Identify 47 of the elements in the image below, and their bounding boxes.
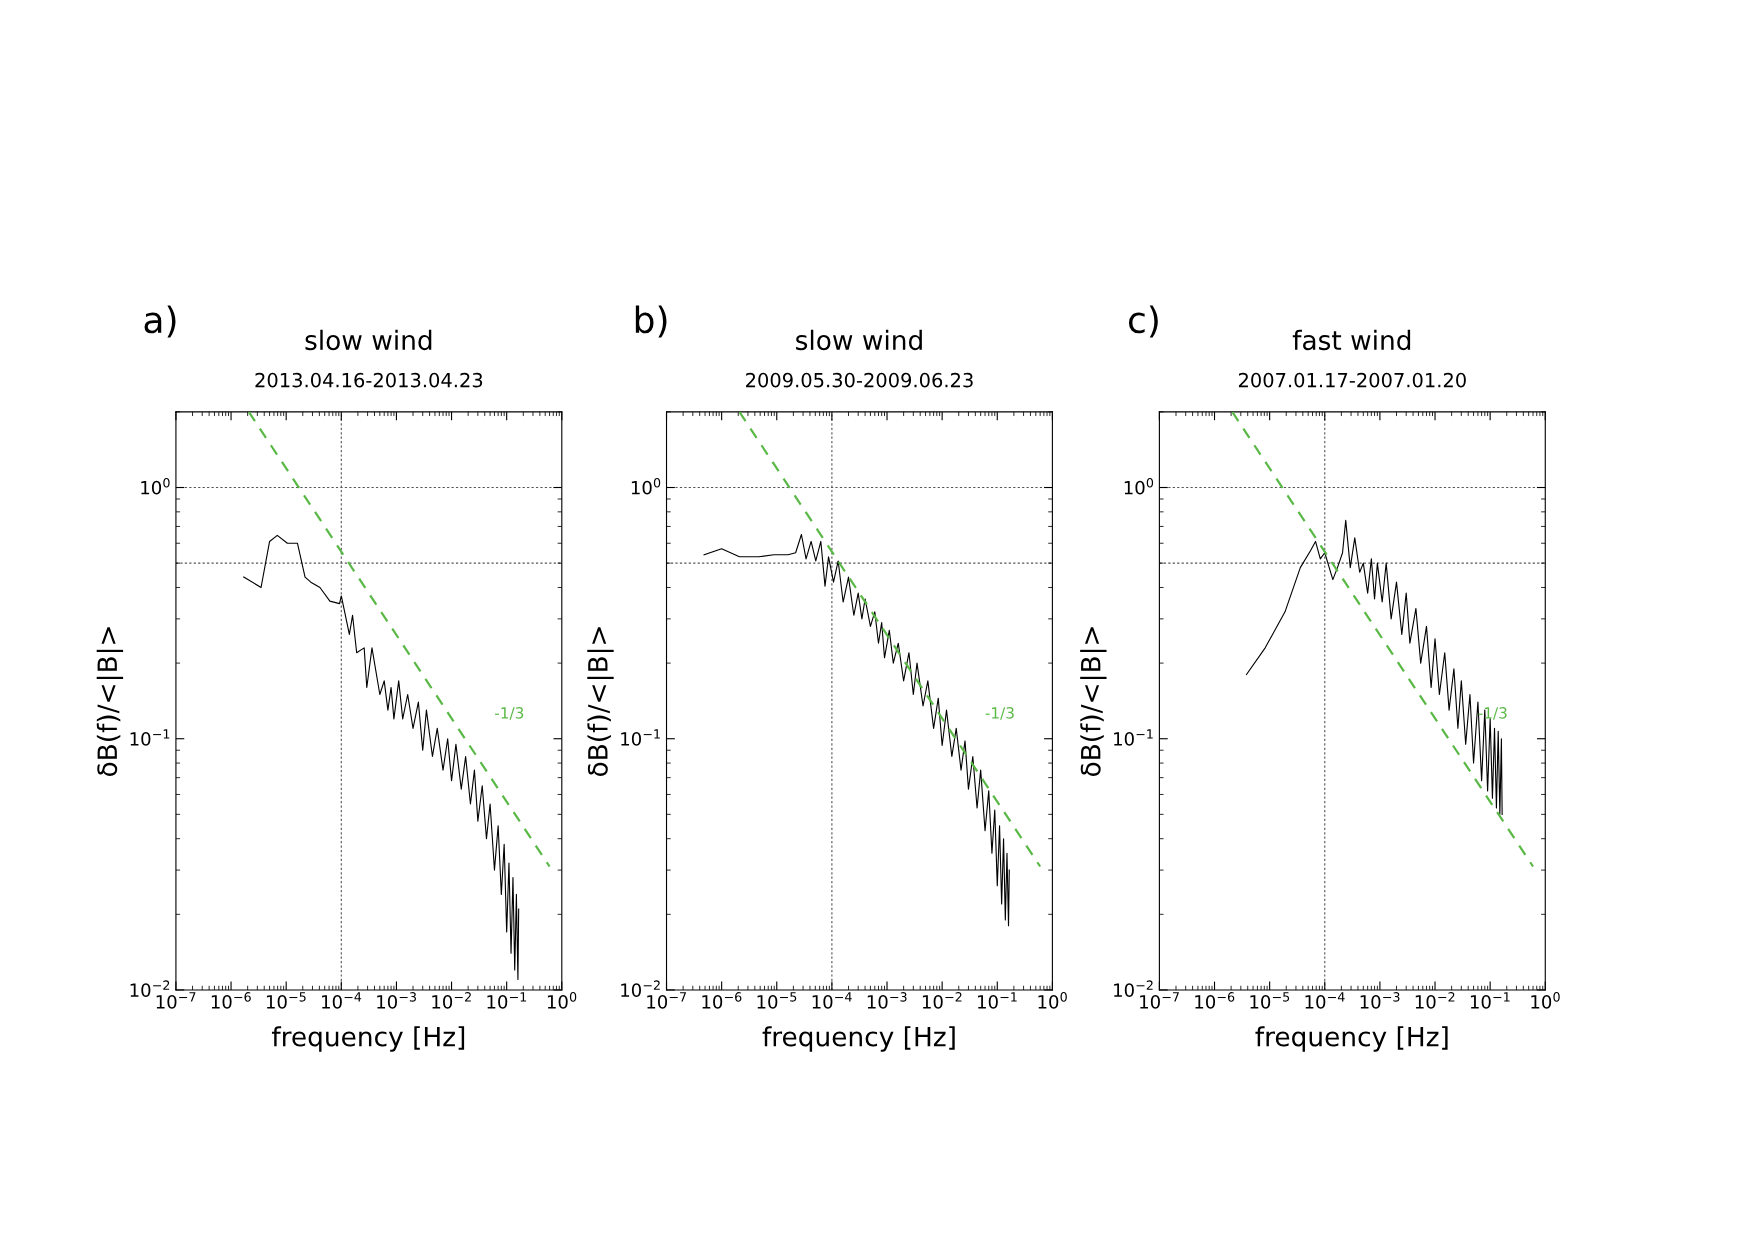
x-tick-label: 10$^{−4}$ bbox=[322, 992, 362, 1009]
x-tick-label: 10$^{−7}$ bbox=[156, 992, 196, 1009]
x-tick-label: 10$^{−7}$ bbox=[1140, 992, 1179, 1009]
x-tick-label: 10$^{−5}$ bbox=[757, 992, 797, 1009]
x-tick-label: 10$^{−6}$ bbox=[1195, 992, 1235, 1009]
x-tick-label: 10$^{−2}$ bbox=[1415, 992, 1455, 1009]
annotation: -1/3 bbox=[495, 707, 524, 720]
x-tick-label: 10$^{−1}$ bbox=[1470, 992, 1510, 1009]
x-tick-label: 10$^{−3}$ bbox=[1360, 992, 1400, 1009]
x-axis-title: frequency [Hz] bbox=[271, 1026, 465, 1052]
x-tick-label: 10$^{−1}$ bbox=[978, 992, 1017, 1009]
text: b) bbox=[635, 305, 667, 338]
x-tick-label: 10$^{−2}$ bbox=[432, 992, 471, 1009]
x-tick-label: 10$^{−3}$ bbox=[377, 992, 416, 1009]
x-tick-label: 10$^{−5}$ bbox=[266, 992, 306, 1009]
y-tick-label: 10$^{−1}$ bbox=[621, 729, 660, 746]
text: a) bbox=[144, 305, 176, 338]
x-tick-label: 10$^{−3}$ bbox=[867, 992, 907, 1009]
y-tick-label: 10$^{0}$ bbox=[631, 477, 661, 495]
annotation: -1/3 bbox=[985, 707, 1014, 720]
chart-subtitle: 2009.05.30-2009.06.23 bbox=[746, 372, 973, 388]
x-tick-label: 10$^{−4}$ bbox=[1305, 992, 1345, 1009]
chart-title: slow wind bbox=[305, 329, 432, 351]
x-tick-label: 10$^{0}$ bbox=[547, 992, 577, 1009]
chart-subtitle: 2007.01.17-2007.01.20 bbox=[1238, 372, 1466, 388]
y-axis-title: δB(f)/<|B|> bbox=[1080, 627, 1107, 777]
x-tick-label: 10$^{−6}$ bbox=[702, 992, 742, 1009]
x-axis-title: frequency [Hz] bbox=[1255, 1026, 1448, 1052]
chart-title: fast wind bbox=[1292, 329, 1411, 351]
x-tick-label: 10$^{0}$ bbox=[1531, 992, 1560, 1009]
text: c) bbox=[1128, 305, 1158, 338]
x-tick-label: 10$^{−7}$ bbox=[647, 992, 686, 1009]
x-tick-label: 10$^{−5}$ bbox=[1250, 992, 1290, 1009]
x-tick-label: 10$^{−2}$ bbox=[922, 992, 962, 1009]
x-tick-label: 10$^{−4}$ bbox=[812, 992, 852, 1009]
y-tick-label: 10$^{−1}$ bbox=[130, 729, 170, 746]
chart-subtitle: 2013.04.16-2013.04.23 bbox=[255, 372, 483, 388]
y-axis-title: δB(f)/<|B|> bbox=[587, 627, 614, 777]
y-tick-label: 10$^{−1}$ bbox=[1114, 729, 1153, 746]
x-tick-label: 10$^{−6}$ bbox=[211, 992, 251, 1009]
x-tick-label: 10$^{−1}$ bbox=[487, 992, 527, 1009]
y-tick-label: 10$^{0}$ bbox=[1124, 477, 1154, 495]
y-tick-label: 10$^{0}$ bbox=[141, 477, 170, 495]
x-tick-label: 10$^{0}$ bbox=[1038, 992, 1067, 1009]
chart-title: slow wind bbox=[796, 329, 922, 351]
y-axis-title: δB(f)/<|B|> bbox=[96, 627, 124, 777]
x-axis-title: frequency [Hz] bbox=[762, 1026, 955, 1052]
